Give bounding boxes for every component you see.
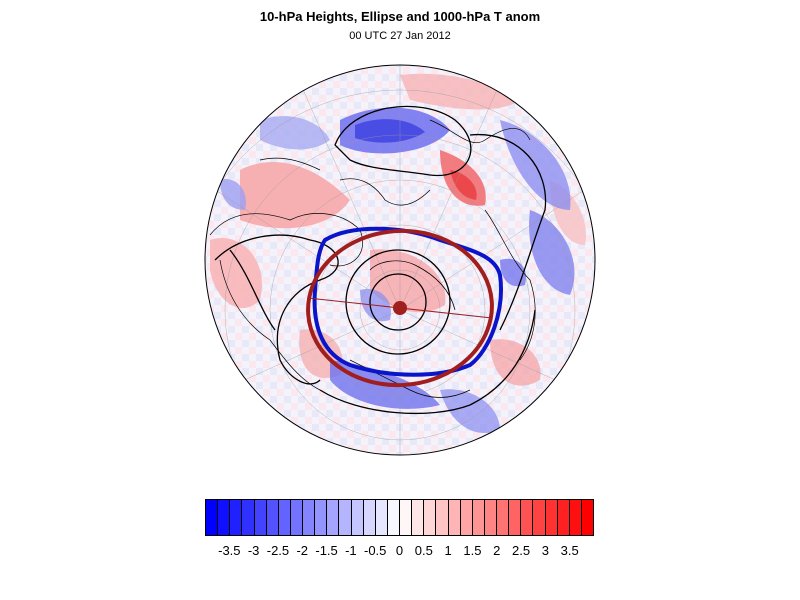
colorbar-tick-label: 2 (493, 543, 501, 558)
colorbar-cell (400, 500, 413, 535)
colorbar-tick-label: -0.5 (363, 543, 387, 558)
colorbar-cell (218, 500, 231, 535)
colorbar-tick-label: 1 (444, 543, 452, 558)
colorbar-tick-label: 3.5 (560, 543, 579, 558)
colorbar-tick-label: 1.5 (463, 543, 482, 558)
plot-subtitle: 00 UTC 27 Jan 2012 (349, 30, 451, 42)
colorbar-cell (581, 500, 593, 535)
colorbar-cell (303, 500, 316, 535)
colorbar-tick-label: -1 (345, 543, 357, 558)
plot-title: 10-hPa Heights, Ellipse and 1000-hPa T a… (259, 9, 541, 24)
fitted-ellipse (306, 228, 494, 388)
polar-map-svg (204, 64, 596, 456)
colorbar-cell (424, 500, 437, 535)
colorbar-cell (533, 500, 546, 535)
colorbar-cell (484, 500, 497, 535)
ellipse-center-marker (393, 301, 407, 315)
colorbar-cell (278, 500, 291, 535)
colorbar-tick-label: 2.5 (512, 543, 531, 558)
colorbar-cell (230, 500, 243, 535)
colorbar (205, 499, 594, 536)
colorbar-cell (460, 500, 473, 535)
colorbar-cell (448, 500, 461, 535)
colorbar-cell (242, 500, 255, 535)
colorbar-tick-label: -1.5 (315, 543, 338, 558)
colorbar-cell (557, 500, 570, 535)
colorbar-cell (521, 500, 534, 535)
colorbar-cell (387, 500, 400, 535)
colorbar-cell (206, 500, 219, 535)
colorbar-cell (412, 500, 425, 535)
colorbar-tick-label: -3 (247, 543, 260, 558)
vortex-edge-contour (312, 226, 503, 377)
colorbar-cell (545, 500, 558, 535)
colorbar-cell (351, 500, 364, 535)
colorbar-tick-label: -3.5 (218, 543, 241, 558)
polar-map (200, 60, 600, 460)
colorbar-tick-label: 0 (395, 543, 404, 558)
colorbar-tick-label: -2.5 (266, 543, 290, 558)
map-boundary (204, 64, 596, 456)
colorbar-cell (472, 500, 485, 535)
colorbar-cell (339, 500, 352, 535)
colorbar-cell (497, 500, 510, 535)
colorbar-cell (290, 500, 303, 535)
colorbar-ticks: -3.5 -3 -2.5 -2 -1.5 -1 -0.5 0 0.5 1 1.5 2 2.5 3 3.5 (205, 543, 594, 561)
colorbar-cell (315, 500, 328, 535)
colorbar-tick-label: 3 (541, 543, 549, 558)
colorbar-cell (375, 500, 388, 535)
colorbar-cell (254, 500, 267, 535)
colorbar-cell (569, 500, 582, 535)
colorbar-tick-label: 0.5 (414, 543, 433, 558)
colorbar-cell (436, 500, 449, 535)
colorbar-cell (266, 500, 279, 535)
colorbar-cell (327, 500, 340, 535)
colorbar-cell (509, 500, 522, 535)
colorbar-tick-label: -2 (296, 543, 309, 558)
colorbar-cell (363, 500, 376, 535)
